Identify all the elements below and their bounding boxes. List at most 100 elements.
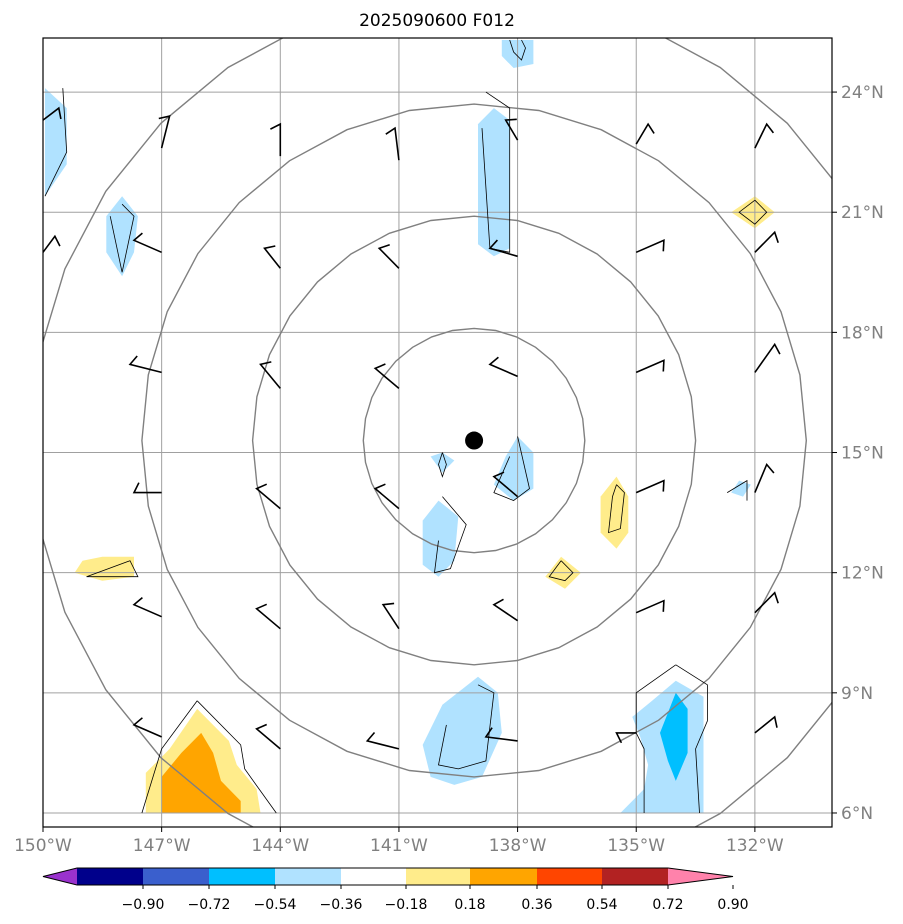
field-region-10 [660, 692, 688, 781]
colorbar-extend-low [43, 868, 77, 885]
wind-barb [43, 106, 62, 121]
wind-barb [23, 483, 43, 493]
colorbar-bin [341, 868, 406, 885]
wind-barb [373, 483, 400, 510]
wind-barb [504, 118, 519, 141]
wind-barb [381, 602, 400, 630]
y-tick-label: 12°N [841, 564, 884, 584]
wind-barb [128, 355, 162, 374]
wind-barb [23, 603, 43, 613]
contour-line [86, 560, 139, 578]
contour-line [509, 39, 526, 61]
wind-barb [635, 599, 665, 614]
wind-barb [132, 232, 162, 254]
wind-barb [635, 359, 665, 374]
contour-line [726, 479, 748, 501]
wind-barb [635, 479, 665, 494]
wind-barb [23, 723, 43, 733]
contour-line [675, 664, 708, 814]
x-tick-label: 141°W [370, 836, 428, 856]
figure-title: 2025090600 F012 [359, 11, 515, 31]
y-tick-label: 21°N [841, 203, 884, 223]
wind-barb [492, 598, 519, 622]
wind-barb [132, 596, 162, 618]
colorbar-tick-label: −0.72 [188, 897, 231, 913]
contour-line [438, 452, 447, 478]
wind-barb [132, 482, 162, 494]
wind-barb [255, 483, 281, 510]
wind-barb [385, 126, 400, 161]
y-tick-label: 15°N [841, 444, 884, 464]
range-ring-3 [141, 103, 808, 778]
colorbar-bin [602, 868, 668, 885]
x-tick-label: 150°W [14, 836, 72, 856]
colorbar-bin [209, 868, 275, 885]
wind-barb [754, 462, 775, 493]
wind-barb [377, 244, 400, 269]
field-region-8 [731, 480, 751, 497]
wind-barb [635, 122, 655, 145]
colorbar: −0.90 −0.72 −0.54 −0.36 −0.18 0.18 0.36 0.54 0.7… [42, 867, 749, 913]
y-tick-label: 6°N [841, 804, 873, 824]
storm-center-marker [465, 431, 484, 450]
wind-barb [754, 591, 779, 614]
contour-line [438, 684, 495, 770]
field-region-6 [422, 500, 459, 577]
wind-barb [158, 115, 171, 149]
y-tick-label: 18°N [841, 323, 884, 343]
y-tick-label: 9°N [841, 684, 873, 704]
wind-barb [259, 361, 281, 389]
wind-barb [488, 356, 518, 378]
contour-layer [44, 39, 768, 814]
colorbar-tick-label: 0.54 [586, 897, 617, 913]
field-region-14 [74, 556, 134, 581]
contour-line [44, 88, 68, 197]
y-tick-label: 24°N [841, 83, 884, 103]
wind-barb [492, 471, 519, 498]
field-region-2 [478, 108, 510, 257]
wind-barb [132, 717, 162, 738]
colorbar-outline [42, 867, 734, 886]
wind-barb [488, 239, 518, 258]
wind-barb [754, 342, 781, 373]
x-tick-label: 144°W [251, 836, 309, 856]
range-rings-layer [43, 38, 832, 827]
wind-barb [365, 731, 400, 750]
wind-barb [754, 715, 778, 734]
range-ring-2 [251, 215, 697, 666]
field-region-12 [600, 476, 629, 549]
x-tick-label: 135°W [607, 836, 665, 856]
contour-line [481, 91, 511, 253]
contour-line [141, 700, 198, 814]
colorbar-tick-label: 0.18 [454, 897, 485, 913]
x-tick-label: 132°W [726, 836, 784, 856]
colorbar-bin [77, 868, 143, 885]
contour-line [434, 496, 467, 574]
wind-barb [754, 230, 779, 253]
wind-barb [754, 122, 775, 149]
contour-line [608, 484, 625, 534]
wind-barb [270, 122, 282, 157]
x-axis-labels: 150°W 147°W 144°W 141°W 138°W 135°W 132°W [14, 827, 784, 856]
colorbar-tick-label: 0.36 [521, 897, 552, 913]
field-region-4 [430, 452, 455, 473]
colorbar-tick-label: −0.36 [320, 897, 363, 913]
wind-barb [255, 723, 281, 750]
colorbar-bin [537, 868, 602, 885]
wind-barb [635, 239, 665, 254]
colorbar-tick-label: 0.90 [717, 897, 748, 913]
wind-barb [373, 363, 400, 390]
colorbar-extend-high [668, 868, 733, 885]
colorbar-bin [406, 868, 470, 885]
plot-frame [42, 37, 833, 828]
contour-line [196, 700, 277, 814]
x-tick-label: 147°W [133, 836, 191, 856]
y-axis-labels: 24°N 21°N 18°N 15°N 12°N 9°N 6°N [832, 83, 884, 824]
x-tick-label: 138°W [489, 836, 547, 856]
colorbar-bin [470, 868, 537, 885]
wind-barbs-layer [23, 106, 781, 750]
wind-barb [263, 245, 281, 269]
wind-barb [615, 732, 637, 744]
contour-line [109, 203, 135, 273]
colorbar-tick-label: −0.54 [254, 897, 297, 913]
